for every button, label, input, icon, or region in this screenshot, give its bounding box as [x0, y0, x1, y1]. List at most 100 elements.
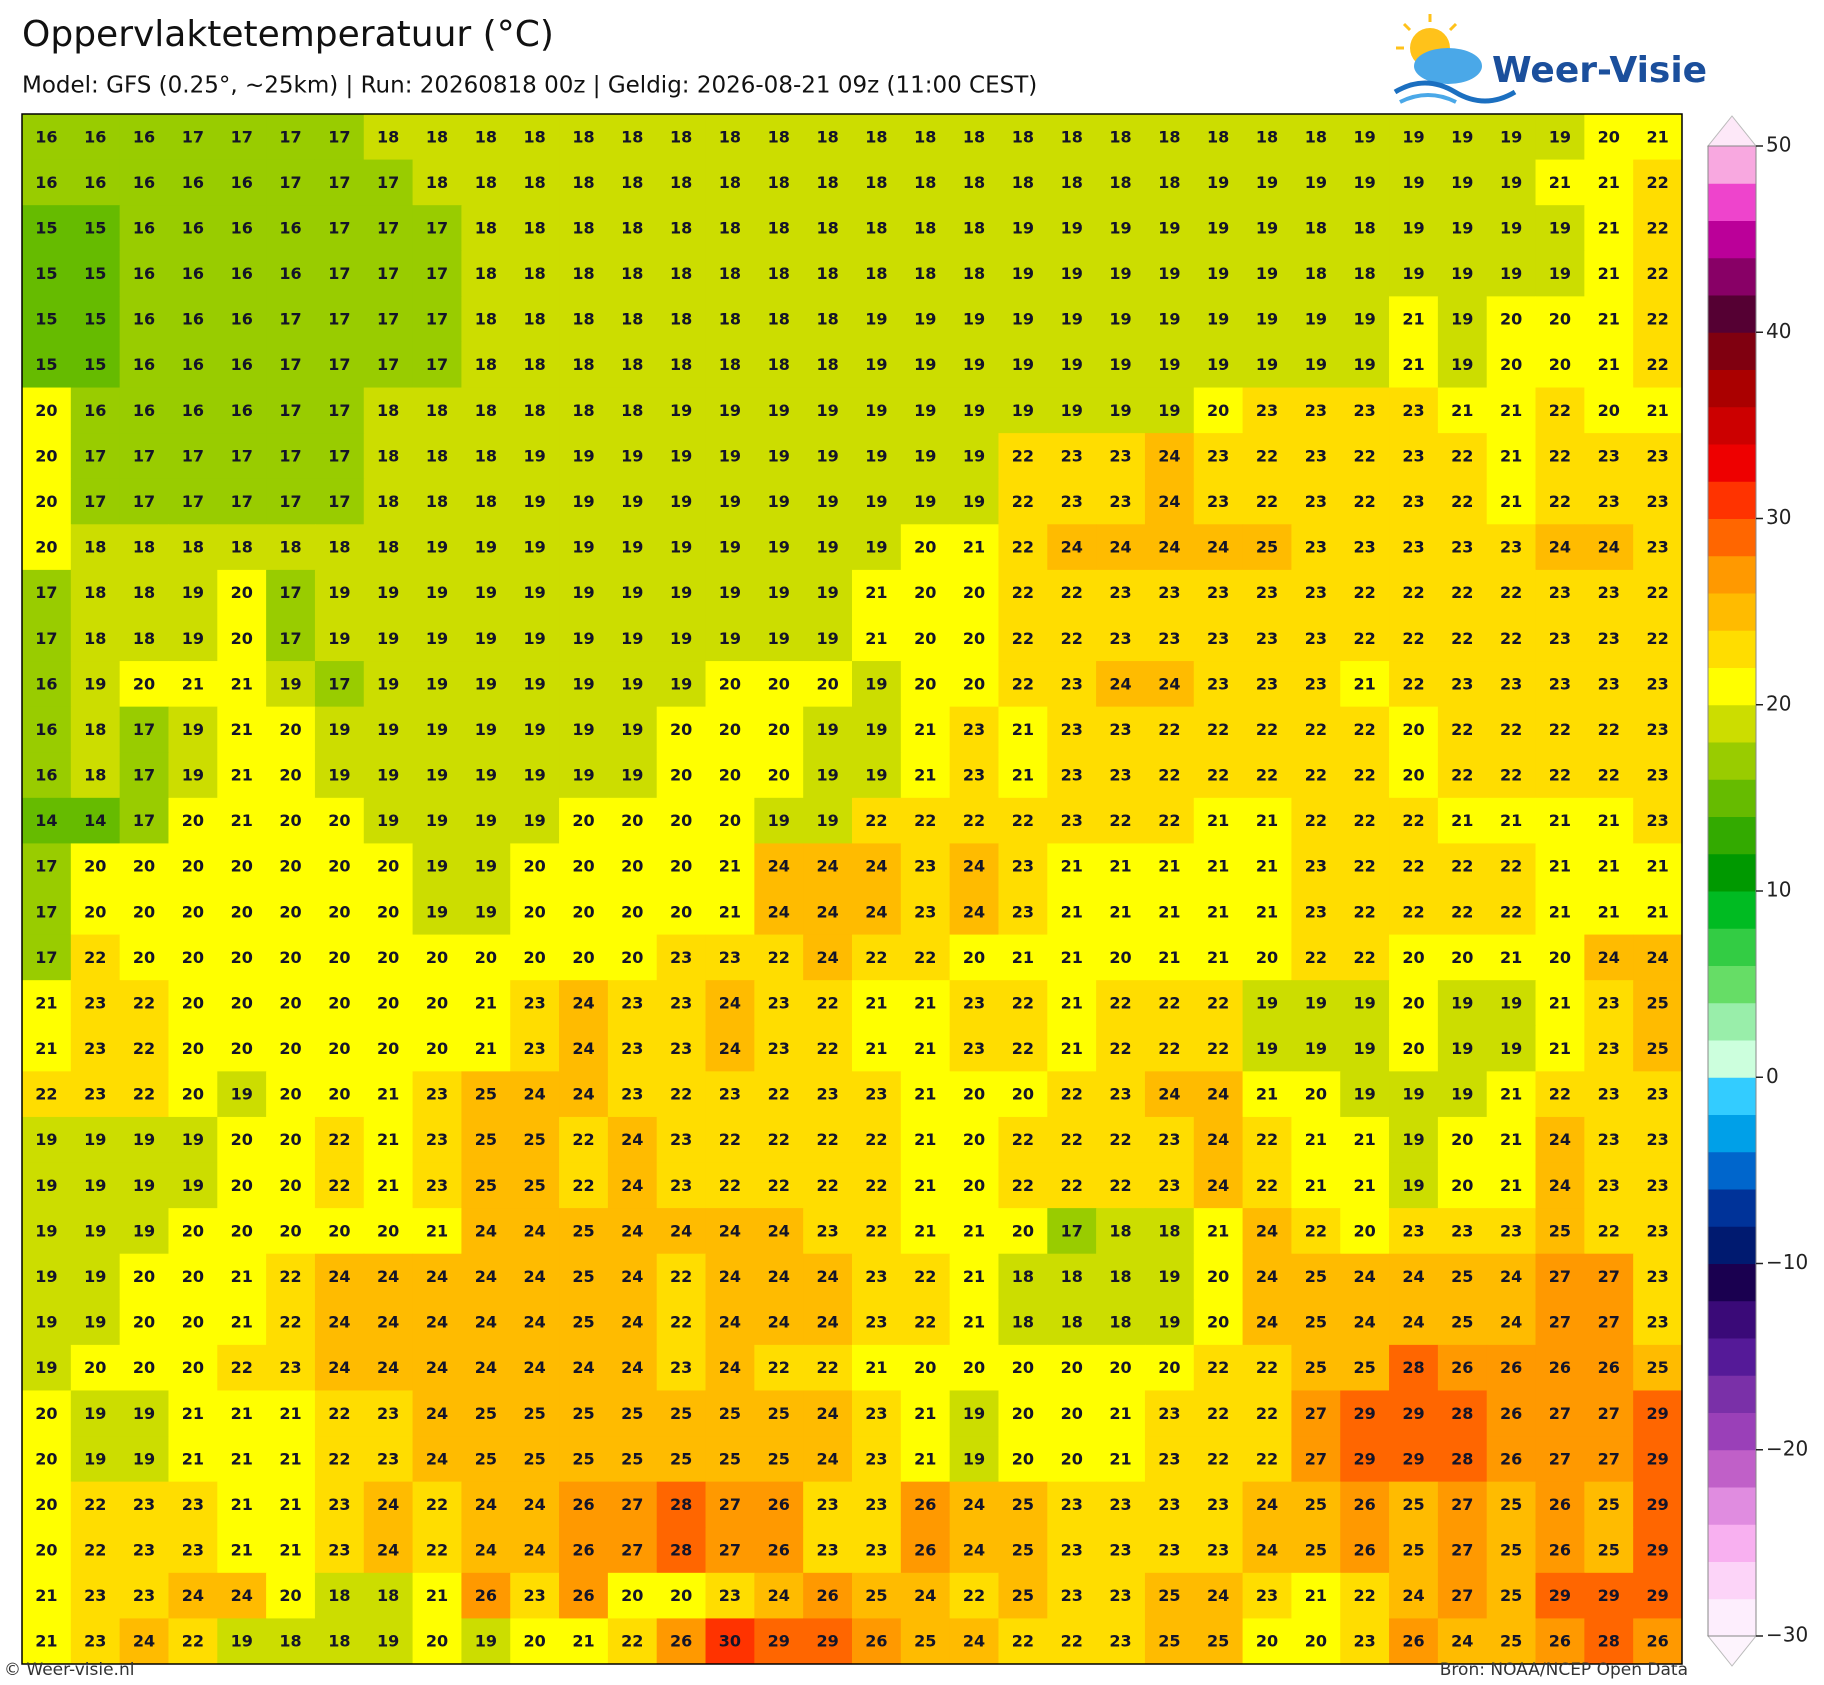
- temperature-cell: [510, 1162, 560, 1209]
- temperature-label: 23: [768, 993, 790, 1012]
- temperature-cell: [1486, 1116, 1537, 1164]
- temperature-label: 24: [1256, 1495, 1278, 1514]
- temperature-label: 20: [1109, 1358, 1131, 1377]
- temperature-cell: [1193, 159, 1244, 206]
- temperature-label: 23: [524, 993, 546, 1012]
- temperature-label: 21: [426, 1221, 448, 1240]
- temperature-cell: [1633, 934, 1683, 981]
- colorbar-band: [1708, 518, 1756, 557]
- temperature-cell: [803, 1253, 853, 1300]
- temperature-label: 20: [816, 674, 838, 693]
- temperature-cell: [1242, 843, 1292, 890]
- temperature-label: 20: [670, 902, 692, 921]
- temperature-cell: [510, 205, 560, 252]
- temperature-label: 21: [1061, 1039, 1083, 1058]
- temperature-label: 17: [1061, 1221, 1083, 1240]
- temperature-label: 23: [914, 902, 936, 921]
- temperature-label: 24: [719, 1313, 741, 1332]
- temperature-label: 27: [719, 1495, 741, 1514]
- temperature-cell: [1535, 980, 1585, 1027]
- temperature-cell: [1144, 1208, 1195, 1255]
- temperature-cell: [1389, 433, 1439, 480]
- temperature-label: 20: [133, 857, 155, 876]
- temperature-cell: [217, 250, 267, 297]
- temperature-label: 24: [377, 1358, 399, 1377]
- temperature-cell: [217, 843, 267, 890]
- temperature-label: 25: [1646, 1039, 1668, 1058]
- temperature-cell: [803, 524, 853, 571]
- temperature-label: 22: [768, 1085, 790, 1104]
- temperature-cell: [1535, 752, 1585, 799]
- temperature-label: 23: [1109, 1085, 1131, 1104]
- temperature-cell: [168, 843, 218, 890]
- temperature-label: 17: [182, 127, 204, 146]
- temperature-cell: [1047, 1025, 1097, 1072]
- temperature-label: 21: [1109, 1404, 1131, 1423]
- temperature-label: 23: [1109, 1495, 1131, 1514]
- temperature-cell: [266, 478, 316, 525]
- temperature-cell: [266, 433, 316, 480]
- temperature-cell: [363, 250, 414, 297]
- temperature-label: 19: [475, 538, 497, 557]
- temperature-label: 20: [1207, 1267, 1229, 1286]
- temperature-cell: [1389, 706, 1439, 753]
- temperature-label: 20: [328, 948, 350, 967]
- temperature-cell: [1486, 478, 1537, 525]
- temperature-cell: [1291, 1116, 1341, 1164]
- temperature-label: 16: [231, 310, 253, 329]
- temperature-label: 21: [1500, 948, 1522, 967]
- temperature-label: 18: [963, 218, 985, 237]
- temperature-label: 18: [328, 538, 350, 557]
- temperature-cell: [1584, 1208, 1634, 1255]
- temperature-label: 18: [1061, 173, 1083, 192]
- temperature-cell: [266, 205, 316, 252]
- temperature-cell: [1144, 296, 1195, 343]
- temperature-label: 18: [1305, 218, 1327, 237]
- temperature-label: 25: [1598, 1541, 1620, 1560]
- temperature-cell: [168, 1299, 218, 1346]
- temperature-cell: [852, 569, 902, 616]
- temperature-label: 19: [1354, 993, 1376, 1012]
- temperature-cell: [1242, 341, 1292, 389]
- temperature-label: 19: [1207, 264, 1229, 283]
- temperature-cell: [412, 1253, 462, 1300]
- temperature-cell: [607, 250, 658, 297]
- temperature-label: 23: [1158, 1541, 1180, 1560]
- temperature-label: 19: [35, 1130, 57, 1149]
- temperature-cell: [656, 387, 707, 434]
- temperature-label: 23: [1305, 583, 1327, 602]
- temperature-cell: [461, 387, 511, 434]
- footer-right: Bron: NOAA/NCEP Open Data: [1440, 1660, 1688, 1680]
- temperature-label: 23: [1598, 629, 1620, 648]
- temperature-label: 26: [1500, 1358, 1522, 1377]
- temperature-label: 18: [572, 264, 594, 283]
- temperature-label: 20: [572, 948, 594, 967]
- temperature-cell: [119, 114, 169, 161]
- temperature-cell: [998, 569, 1048, 616]
- temperature-label: 18: [963, 127, 985, 146]
- temperature-cell: [1193, 1162, 1244, 1209]
- temperature-cell: [22, 569, 72, 616]
- temperature-label: 18: [621, 264, 643, 283]
- temperature-label: 16: [279, 264, 301, 283]
- temperature-label: 19: [1305, 355, 1327, 374]
- temperature-cell: [119, 980, 169, 1027]
- temperature-label: 29: [1646, 1541, 1668, 1560]
- temperature-cell: [998, 889, 1048, 936]
- temperature-cell: [461, 433, 511, 480]
- temperature-cell: [70, 205, 121, 252]
- temperature-cell: [559, 114, 609, 161]
- temperature-label: 21: [1354, 674, 1376, 693]
- temperature-cell: [852, 341, 902, 389]
- temperature-label: 20: [279, 1130, 301, 1149]
- temperature-label: 23: [719, 948, 741, 967]
- temperature-label: 21: [231, 1541, 253, 1560]
- temperature-label: 19: [133, 1449, 155, 1468]
- temperature-label: 18: [621, 127, 643, 146]
- temperature-label: 21: [231, 1449, 253, 1468]
- temperature-cell: [1242, 752, 1292, 799]
- temperature-label: 24: [572, 1358, 594, 1377]
- temperature-cell: [1340, 1071, 1390, 1118]
- temperature-label: 18: [572, 218, 594, 237]
- temperature-cell: [412, 569, 462, 616]
